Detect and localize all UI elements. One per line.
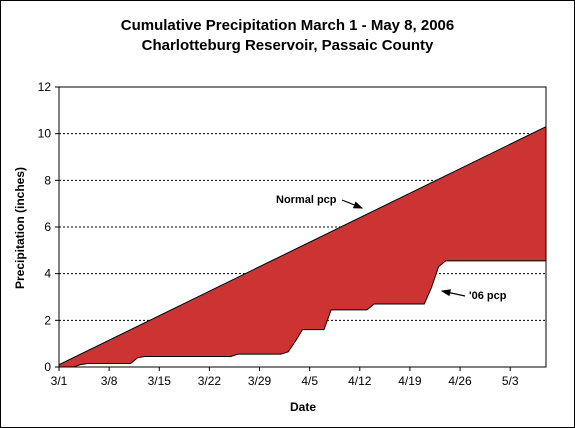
x-tick-label: 4/19	[398, 374, 422, 388]
x-tick-label: 3/29	[248, 374, 272, 388]
deficit-area-fill	[59, 126, 546, 368]
y-tick-label: 4	[44, 267, 51, 281]
chart-title-block: Cumulative Precipitation March 1 - May 8…	[0, 16, 575, 56]
x-tick-label: 5/3	[502, 374, 519, 388]
x-tick-label: 4/12	[348, 374, 372, 388]
y-tick-label: 6	[44, 220, 51, 234]
x-tick-label: 3/22	[198, 374, 222, 388]
x-axis-ticks: 3/1 3/8 3/15 3/22 3/29 4/5 4/12 4/19 4/26 5/3	[51, 367, 519, 388]
x-tick-label: 3/15	[148, 374, 172, 388]
y-tick-label: 0	[44, 360, 51, 374]
annotation-2006-arrow	[440, 289, 466, 297]
x-tick-label: 4/26	[448, 374, 472, 388]
annotations: Normal pcp '06 pcp	[276, 194, 507, 302]
series-line-2006	[59, 260, 546, 368]
y-axis-ticks: 0 2 4 6 8 10 12	[38, 80, 59, 374]
x-tick-label: 4/5	[301, 374, 318, 388]
chart-title: Cumulative Precipitation March 1 - May 8…	[120, 17, 455, 34]
y-tick-label: 2	[44, 313, 51, 327]
x-axis-label: Date	[289, 400, 317, 414]
annotation-normal-arrow	[341, 199, 364, 209]
series-line-normal	[58, 126, 547, 366]
y-tick-label: 10	[38, 127, 52, 141]
x-tick-label: 3/8	[101, 374, 118, 388]
annotation-2006-label: '06 pcp	[469, 290, 507, 302]
x-tick-label: 3/1	[51, 374, 68, 388]
y-tick-label: 12	[38, 80, 52, 94]
y-tick-label: 8	[44, 173, 51, 187]
chart-subtitle: Charlotteburg Reservoir, Passaic County	[141, 37, 434, 54]
annotation-normal-label: Normal pcp	[276, 194, 337, 206]
